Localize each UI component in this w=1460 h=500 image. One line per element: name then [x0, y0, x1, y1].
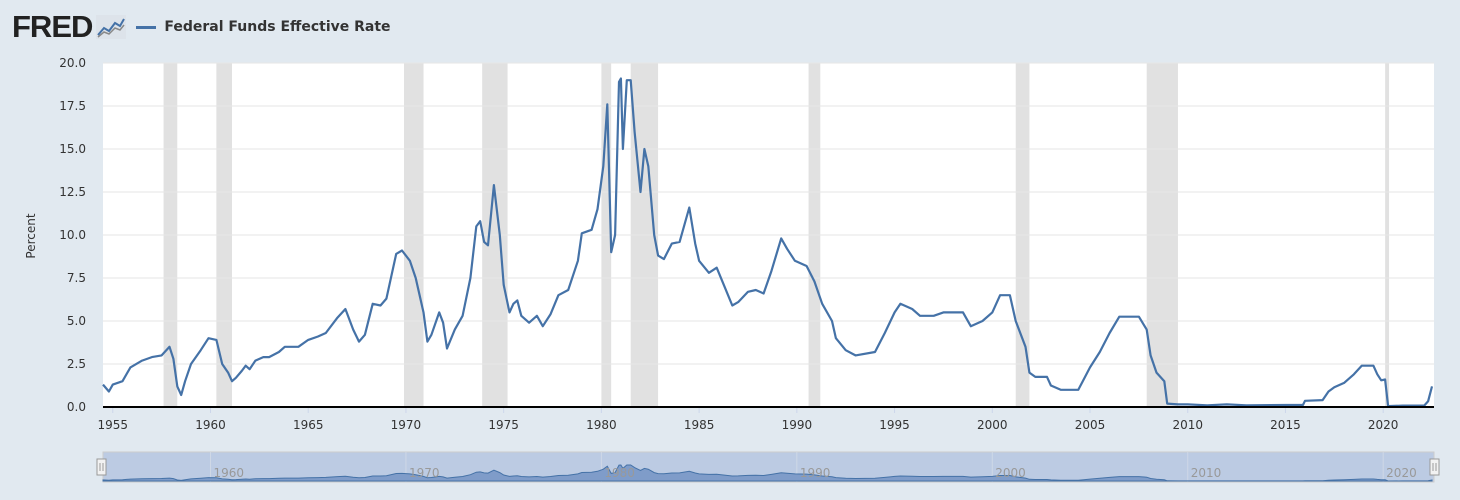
x-tick-label: 2020: [1368, 418, 1399, 432]
x-tick-label: 2000: [977, 418, 1008, 432]
x-tick-label: 1960: [195, 418, 226, 432]
y-tick-label: 15.0: [59, 142, 86, 156]
y-tick-label: 0.0: [67, 400, 86, 414]
x-axis-ticks: 1955 1960 1965 1970 1975 1980 1985 1990 1995 2000…: [97, 407, 1398, 432]
navigator-label: 2020: [1386, 466, 1417, 480]
navigator-label: 1990: [800, 466, 831, 480]
legend-swatch: [136, 25, 157, 29]
x-tick-label: 2015: [1270, 418, 1301, 432]
navigator-label: 1970: [409, 466, 440, 480]
navigator-handle-right[interactable]: [1429, 458, 1440, 476]
x-tick-label: 1985: [684, 418, 715, 432]
x-tick-label: 1995: [879, 418, 910, 432]
navigator-label: 2000: [995, 466, 1026, 480]
y-axis-ticks: 0.0 2.5 5.0 7.5 10.0 12.5 15.0 17.5 20.0: [59, 56, 86, 414]
legend-label: Federal Funds Effective Rate: [164, 19, 391, 35]
legend-item[interactable]: Federal Funds Effective Rate: [136, 19, 391, 35]
x-tick-label: 1955: [97, 418, 128, 432]
navigator[interactable]: 1960 1970 1980 1990 2000 2010 2020: [96, 451, 1440, 483]
x-tick-label: 1965: [293, 418, 324, 432]
series-line-fedfunds[interactable]: [102, 77, 1434, 408]
x-tick-label: 2010: [1172, 418, 1203, 432]
chart-line-icon: [96, 15, 127, 39]
fred-logo[interactable]: FRED: [12, 9, 93, 44]
navigator-label: 1980: [604, 466, 635, 480]
y-tick-label: 7.5: [67, 271, 86, 285]
navigator-area: [102, 464, 1433, 482]
y-axis-label: Percent: [24, 213, 38, 258]
x-tick-label: 1980: [586, 418, 617, 432]
x-tick-label: 1970: [391, 418, 422, 432]
y-tick-label: 2.5: [67, 357, 86, 371]
y-tick-label: 12.5: [59, 185, 86, 199]
y-tick-label: 5.0: [67, 314, 86, 328]
x-tick-label: 2005: [1075, 418, 1106, 432]
x-tick-label: 1975: [488, 418, 519, 432]
navigator-label: 2010: [1191, 466, 1222, 480]
x-tick-label: 1990: [782, 418, 813, 432]
navigator-handle-left[interactable]: [96, 458, 107, 476]
y-tick-label: 10.0: [59, 228, 86, 242]
navigator-label: 1960: [213, 466, 244, 480]
navigator-labels: 1960 1970 1980 1990 2000 2010 2020: [213, 466, 1416, 480]
y-tick-label: 17.5: [59, 99, 86, 113]
y-tick-label: 20.0: [59, 56, 86, 70]
chart-header: FRED Federal Funds Effective Rate: [12, 9, 391, 44]
